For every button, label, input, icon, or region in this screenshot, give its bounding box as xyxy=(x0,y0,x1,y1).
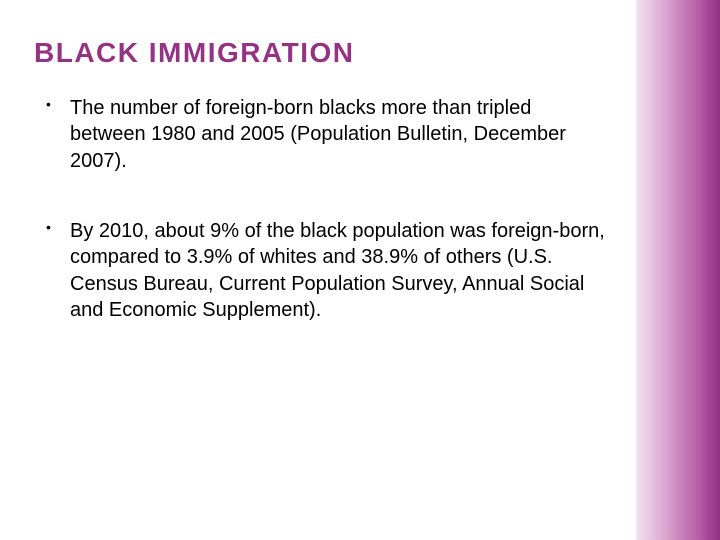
slide-title: BLACK IMMIGRATION xyxy=(34,38,608,69)
bullet-item: The number of foreign-born blacks more t… xyxy=(34,95,608,174)
slide-content: BLACK IMMIGRATION The number of foreign-… xyxy=(0,0,636,540)
side-gradient-decoration xyxy=(636,0,720,540)
bullet-list: The number of foreign-born blacks more t… xyxy=(34,95,608,324)
title-text: BLACK IMMIGRATION xyxy=(34,37,355,68)
bullet-item: By 2010, about 9% of the black populatio… xyxy=(34,218,608,324)
